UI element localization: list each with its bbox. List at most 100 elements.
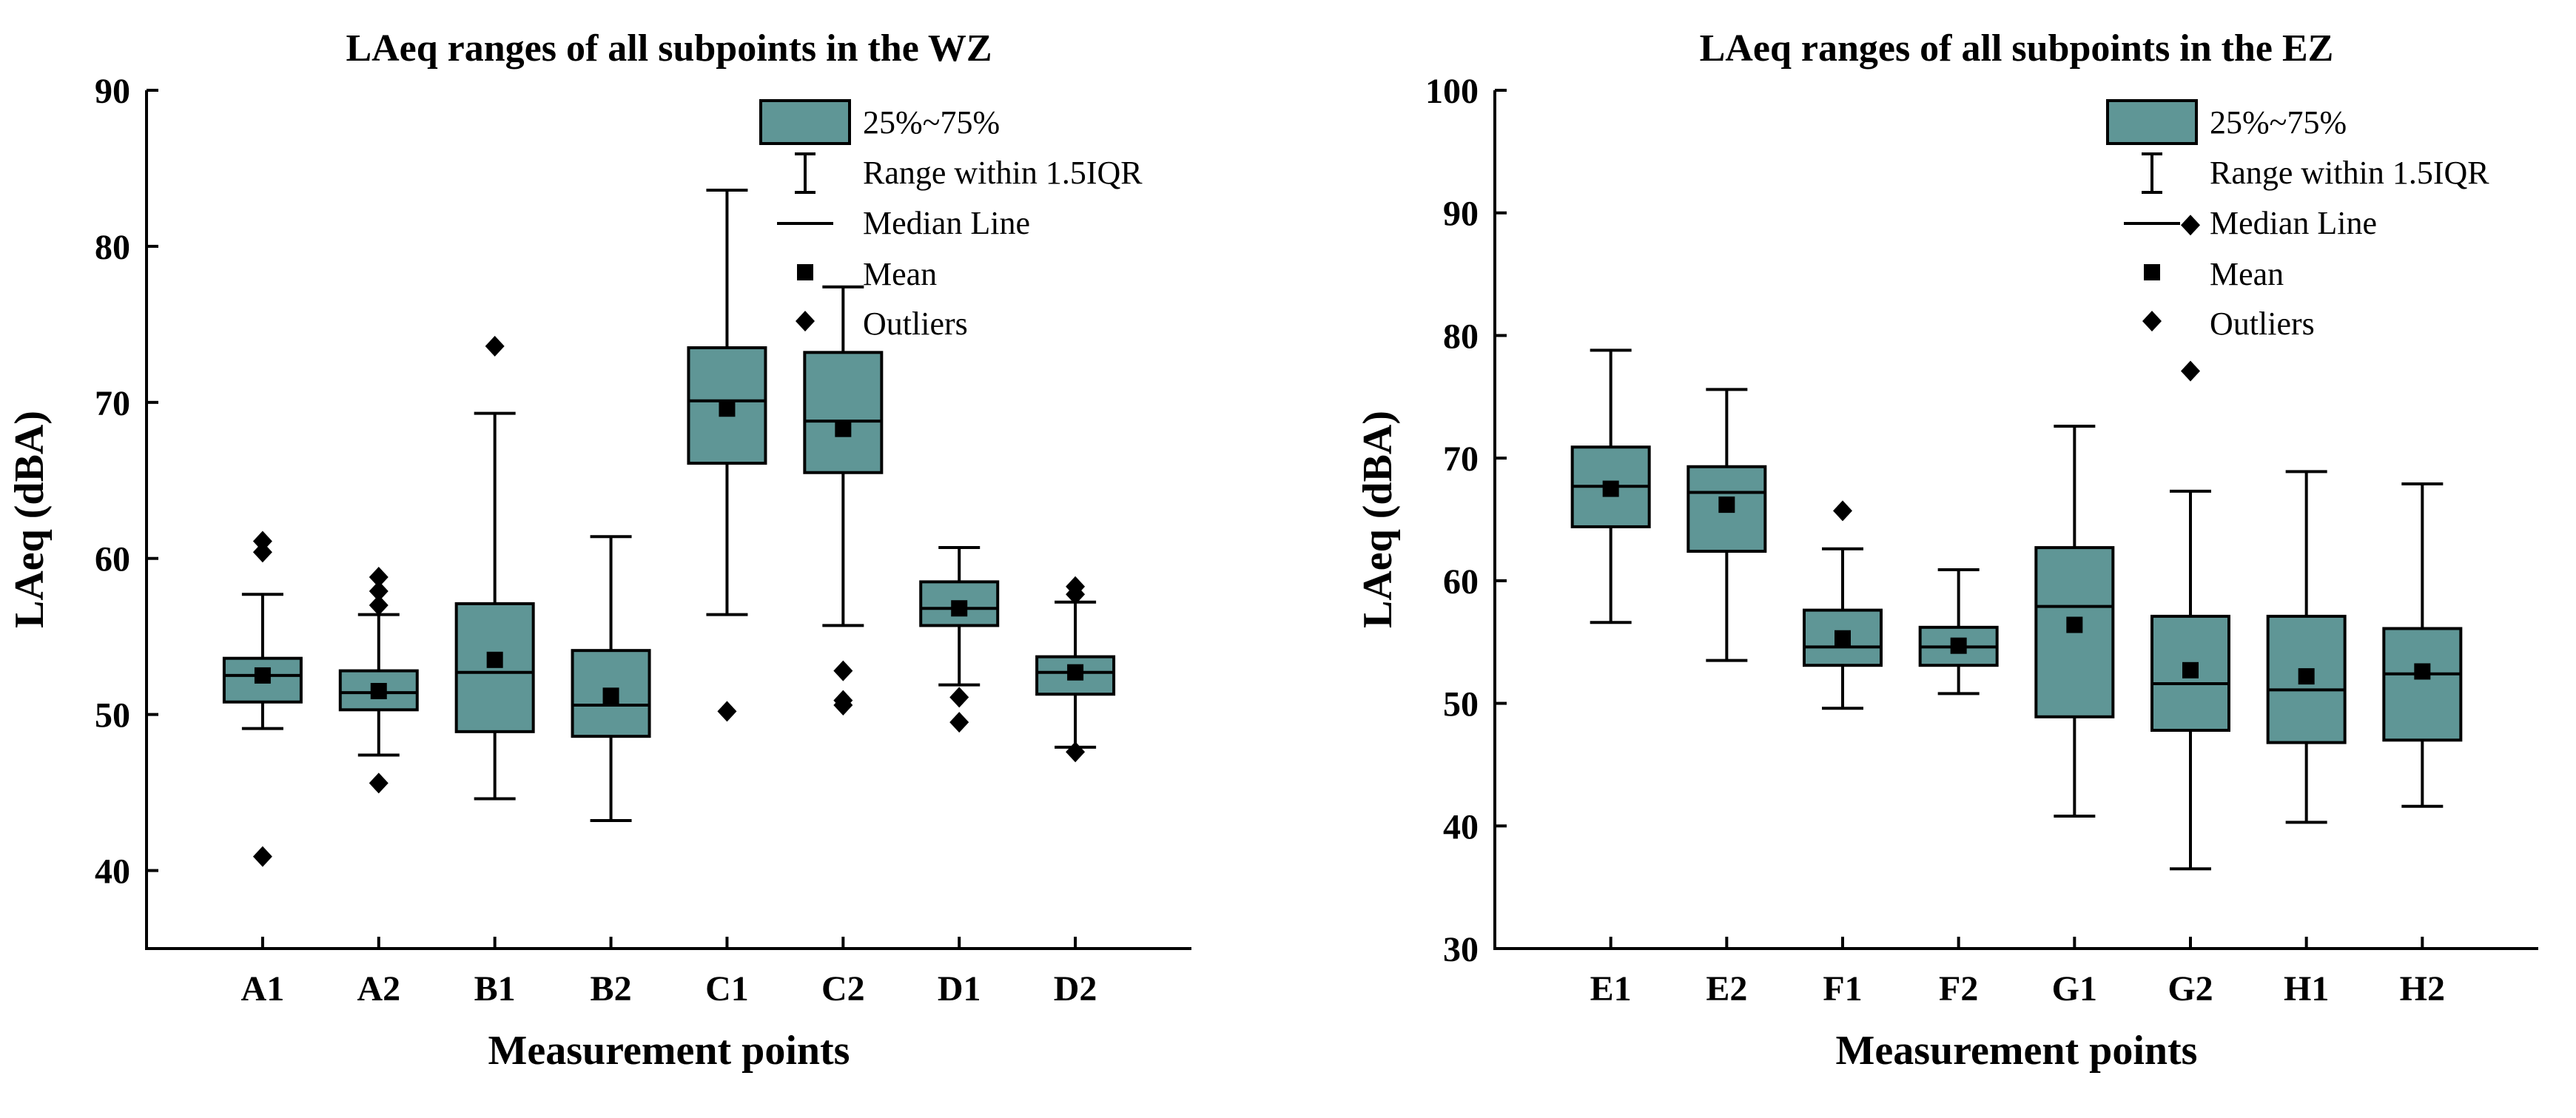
legend-swatch-outliers xyxy=(2142,311,2162,331)
x-tick-label: C1 xyxy=(705,969,749,1008)
x-tick-label: G2 xyxy=(2168,969,2213,1008)
legend: 25%~75% Range within 1.5IQR Median Line Mea… xyxy=(759,99,1143,342)
y-tick-label: 60 xyxy=(95,540,130,579)
legend-label-median: Median Line xyxy=(2210,205,2377,241)
legend-label-mean: Mean xyxy=(2210,256,2284,292)
x-tick-label: D2 xyxy=(1054,969,1097,1008)
iqr-box xyxy=(2382,627,2463,742)
chart-title: LAeq ranges of all subpoints in the WZ xyxy=(346,27,992,70)
legend-label-whisker: Range within 1.5IQR xyxy=(2210,155,2489,191)
mean-marker xyxy=(486,651,503,668)
x-axis-label: Measurement points xyxy=(1836,1028,2198,1074)
x-tick-label: C2 xyxy=(821,969,865,1008)
y-tick-label: 50 xyxy=(95,696,130,735)
x-tick-label: E2 xyxy=(1706,969,1747,1008)
x-tick-label: A1 xyxy=(241,969,285,1008)
box-C2 xyxy=(803,285,884,715)
outlier-marker xyxy=(252,542,272,563)
legend-swatch-iqr xyxy=(2106,99,2198,145)
outlier-marker xyxy=(833,690,853,711)
mean-marker xyxy=(2414,663,2431,680)
mean-marker xyxy=(1950,637,1967,654)
x-tick-label: D1 xyxy=(938,969,981,1008)
y-tick-label: 80 xyxy=(95,228,130,267)
outlier-marker xyxy=(1066,741,1086,763)
mean-marker xyxy=(2298,668,2315,685)
box-H2 xyxy=(2382,482,2463,808)
mean-marker xyxy=(1602,480,1619,497)
outlier-marker xyxy=(949,687,969,708)
legend-label-median: Median Line xyxy=(863,205,1030,241)
x-tick-label: G1 xyxy=(2052,969,2097,1008)
mean-marker xyxy=(1835,630,1851,647)
outlier-marker xyxy=(717,701,737,722)
box-B1 xyxy=(454,335,535,801)
outlier-marker xyxy=(485,335,505,357)
outlier-marker xyxy=(369,772,389,794)
box-A1 xyxy=(222,531,303,867)
box-E2 xyxy=(1686,388,1767,662)
y-axis-label: LAeq (dBA) xyxy=(7,411,53,628)
box-E1 xyxy=(1570,348,1651,624)
y-tick-label: 40 xyxy=(1443,807,1479,846)
outlier-marker xyxy=(1833,500,1852,522)
y-tick-label: 100 xyxy=(1425,72,1479,111)
outlier-marker xyxy=(369,581,389,602)
x-axis-label: Measurement points xyxy=(488,1028,850,1074)
y-tick-label: 40 xyxy=(95,852,130,892)
x-tick-label: F1 xyxy=(1823,969,1862,1008)
y-tick-label: 80 xyxy=(1443,317,1479,356)
panel-wz: LAeq ranges of all subpoints in the WZ 40… xyxy=(7,27,1191,1074)
outlier-marker xyxy=(2181,360,2200,382)
x-tick-label: H1 xyxy=(2284,969,2329,1008)
mean-marker xyxy=(951,600,968,617)
box-F1 xyxy=(1803,500,1883,710)
outlier-marker xyxy=(1066,576,1086,597)
outlier-marker xyxy=(369,567,389,588)
outlier-marker xyxy=(2181,215,2200,236)
legend-label-iqr: 25%~75% xyxy=(863,104,1000,141)
box-A2 xyxy=(338,567,419,794)
box-C1 xyxy=(687,188,767,722)
legend-swatch-mean xyxy=(797,264,813,280)
legend-label-mean: Mean xyxy=(863,256,937,292)
x-tick-label: H2 xyxy=(2400,969,2445,1008)
y-tick-label: 50 xyxy=(1443,685,1479,724)
y-tick-label: 70 xyxy=(95,384,130,423)
outlier-marker xyxy=(252,846,272,867)
outlier-marker xyxy=(949,712,969,733)
box-D1 xyxy=(919,545,1000,733)
box-D2 xyxy=(1035,576,1116,763)
mean-marker xyxy=(2066,616,2083,633)
outlier-marker xyxy=(833,660,853,681)
y-tick-label: 60 xyxy=(1443,562,1479,602)
mean-marker xyxy=(1718,496,1735,513)
mean-marker xyxy=(370,683,387,699)
x-tick-label: E1 xyxy=(1590,969,1632,1008)
box-F2 xyxy=(1918,568,1999,696)
x-tick-label: B1 xyxy=(474,969,516,1008)
x-tick-label: A2 xyxy=(357,969,400,1008)
box-B2 xyxy=(571,535,651,823)
mean-marker xyxy=(2182,661,2199,678)
legend-label-outliers: Outliers xyxy=(2210,306,2315,342)
iqr-box xyxy=(803,351,884,474)
mean-marker xyxy=(602,687,619,704)
legend-swatch-iqr xyxy=(759,99,851,145)
legend-label-iqr: 25%~75% xyxy=(2210,104,2347,141)
legend-label-whisker: Range within 1.5IQR xyxy=(863,155,1143,191)
legend-swatch-outliers xyxy=(796,311,815,331)
legend: 25%~75% Range within 1.5IQR Median Line Mea… xyxy=(2106,99,2489,342)
panel-ez: LAeq ranges of all subpoints in the EZ 30… xyxy=(1355,27,2538,1074)
iqr-box xyxy=(1803,608,1883,667)
box-H1 xyxy=(2266,470,2347,824)
chart-title: LAeq ranges of all subpoints in the EZ xyxy=(1700,27,2334,70)
y-tick-label: 90 xyxy=(1443,195,1479,234)
x-tick-label: B2 xyxy=(591,969,632,1008)
mean-marker xyxy=(719,400,736,417)
y-tick-label: 90 xyxy=(95,72,130,111)
mean-marker xyxy=(254,667,271,684)
box-G2 xyxy=(2150,215,2230,871)
